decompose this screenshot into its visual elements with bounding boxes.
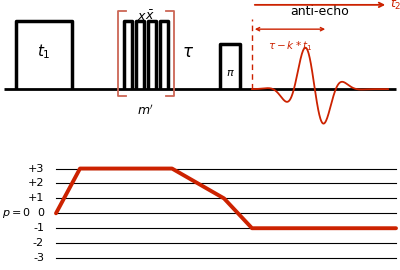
Text: -3: -3 bbox=[33, 253, 44, 263]
Text: +2: +2 bbox=[28, 178, 44, 188]
Text: anti-echo: anti-echo bbox=[291, 5, 349, 18]
Text: $m'$: $m'$ bbox=[138, 104, 154, 118]
Text: $t_1$: $t_1$ bbox=[37, 42, 51, 61]
Text: $\pi$: $\pi$ bbox=[226, 68, 234, 78]
Text: 0: 0 bbox=[37, 208, 44, 218]
Text: $\tau - k*t_1$: $\tau - k*t_1$ bbox=[268, 39, 312, 53]
Text: $x$: $x$ bbox=[137, 10, 147, 23]
Text: $t_2$: $t_2$ bbox=[390, 0, 400, 12]
Text: -1: -1 bbox=[33, 223, 44, 233]
Text: +1: +1 bbox=[28, 193, 44, 203]
Text: +3: +3 bbox=[28, 164, 44, 174]
Text: -2: -2 bbox=[33, 238, 44, 248]
Text: $\bar{x}$: $\bar{x}$ bbox=[145, 9, 155, 23]
Text: $\tau$: $\tau$ bbox=[182, 43, 194, 61]
Text: $p = 0$: $p = 0$ bbox=[2, 206, 31, 220]
